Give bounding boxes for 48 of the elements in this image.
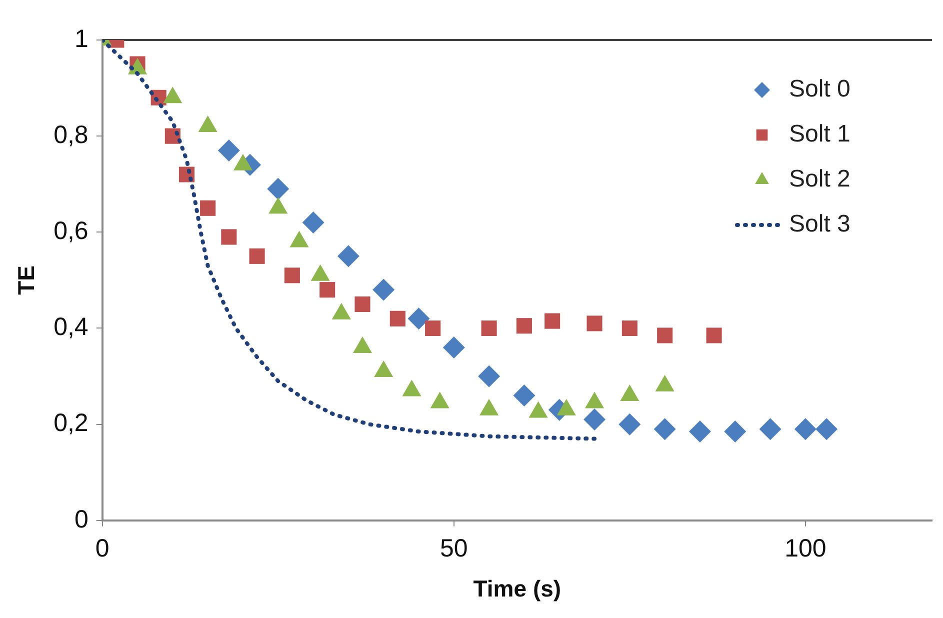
y-tick-label: 0,4 — [54, 313, 88, 342]
point — [337, 245, 360, 268]
point — [390, 310, 406, 326]
point — [267, 178, 290, 200]
point — [516, 318, 532, 334]
x-axis-title: Time (s) — [473, 576, 562, 602]
point — [794, 418, 816, 440]
point — [354, 296, 370, 312]
x-tick-label: 100 — [784, 534, 826, 562]
point — [622, 320, 638, 336]
point — [249, 248, 265, 264]
point — [221, 229, 237, 245]
y-tick-label: 0,2 — [54, 409, 88, 438]
point — [372, 278, 395, 301]
point — [584, 408, 606, 431]
point — [442, 336, 465, 358]
point — [425, 320, 441, 336]
point — [706, 328, 722, 344]
point — [481, 320, 497, 336]
point — [688, 420, 711, 443]
point — [816, 418, 838, 440]
point — [302, 212, 324, 234]
point — [408, 308, 430, 330]
line-series — [102, 40, 597, 441]
point — [654, 418, 676, 440]
point — [724, 420, 746, 443]
point — [586, 316, 602, 332]
point — [657, 328, 673, 344]
y-tick-label: 0 — [74, 505, 88, 534]
y-tick-label: 1 — [74, 24, 88, 53]
point — [618, 413, 641, 436]
point — [320, 282, 336, 298]
x-tick-label: 50 — [440, 534, 468, 562]
legend-label: Solt 0 — [789, 76, 850, 103]
point — [759, 418, 782, 440]
y-axis-title: TE — [13, 266, 40, 295]
point — [478, 365, 500, 388]
x-tick-label: 0 — [95, 534, 110, 562]
legend-label: Solt 2 — [789, 166, 850, 193]
point — [513, 384, 536, 406]
y-tick-label: 0,8 — [54, 120, 88, 149]
point — [284, 268, 300, 284]
point — [200, 200, 216, 216]
legend-label: Solt 1 — [789, 120, 850, 148]
point — [218, 139, 240, 162]
legend-label: Solt 3 — [789, 210, 850, 238]
y-tick-label: 0,6 — [54, 217, 88, 246]
point — [544, 313, 560, 329]
